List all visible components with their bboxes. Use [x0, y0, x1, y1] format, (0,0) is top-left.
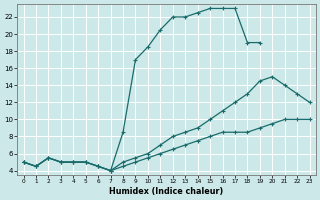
X-axis label: Humidex (Indice chaleur): Humidex (Indice chaleur): [109, 187, 224, 196]
